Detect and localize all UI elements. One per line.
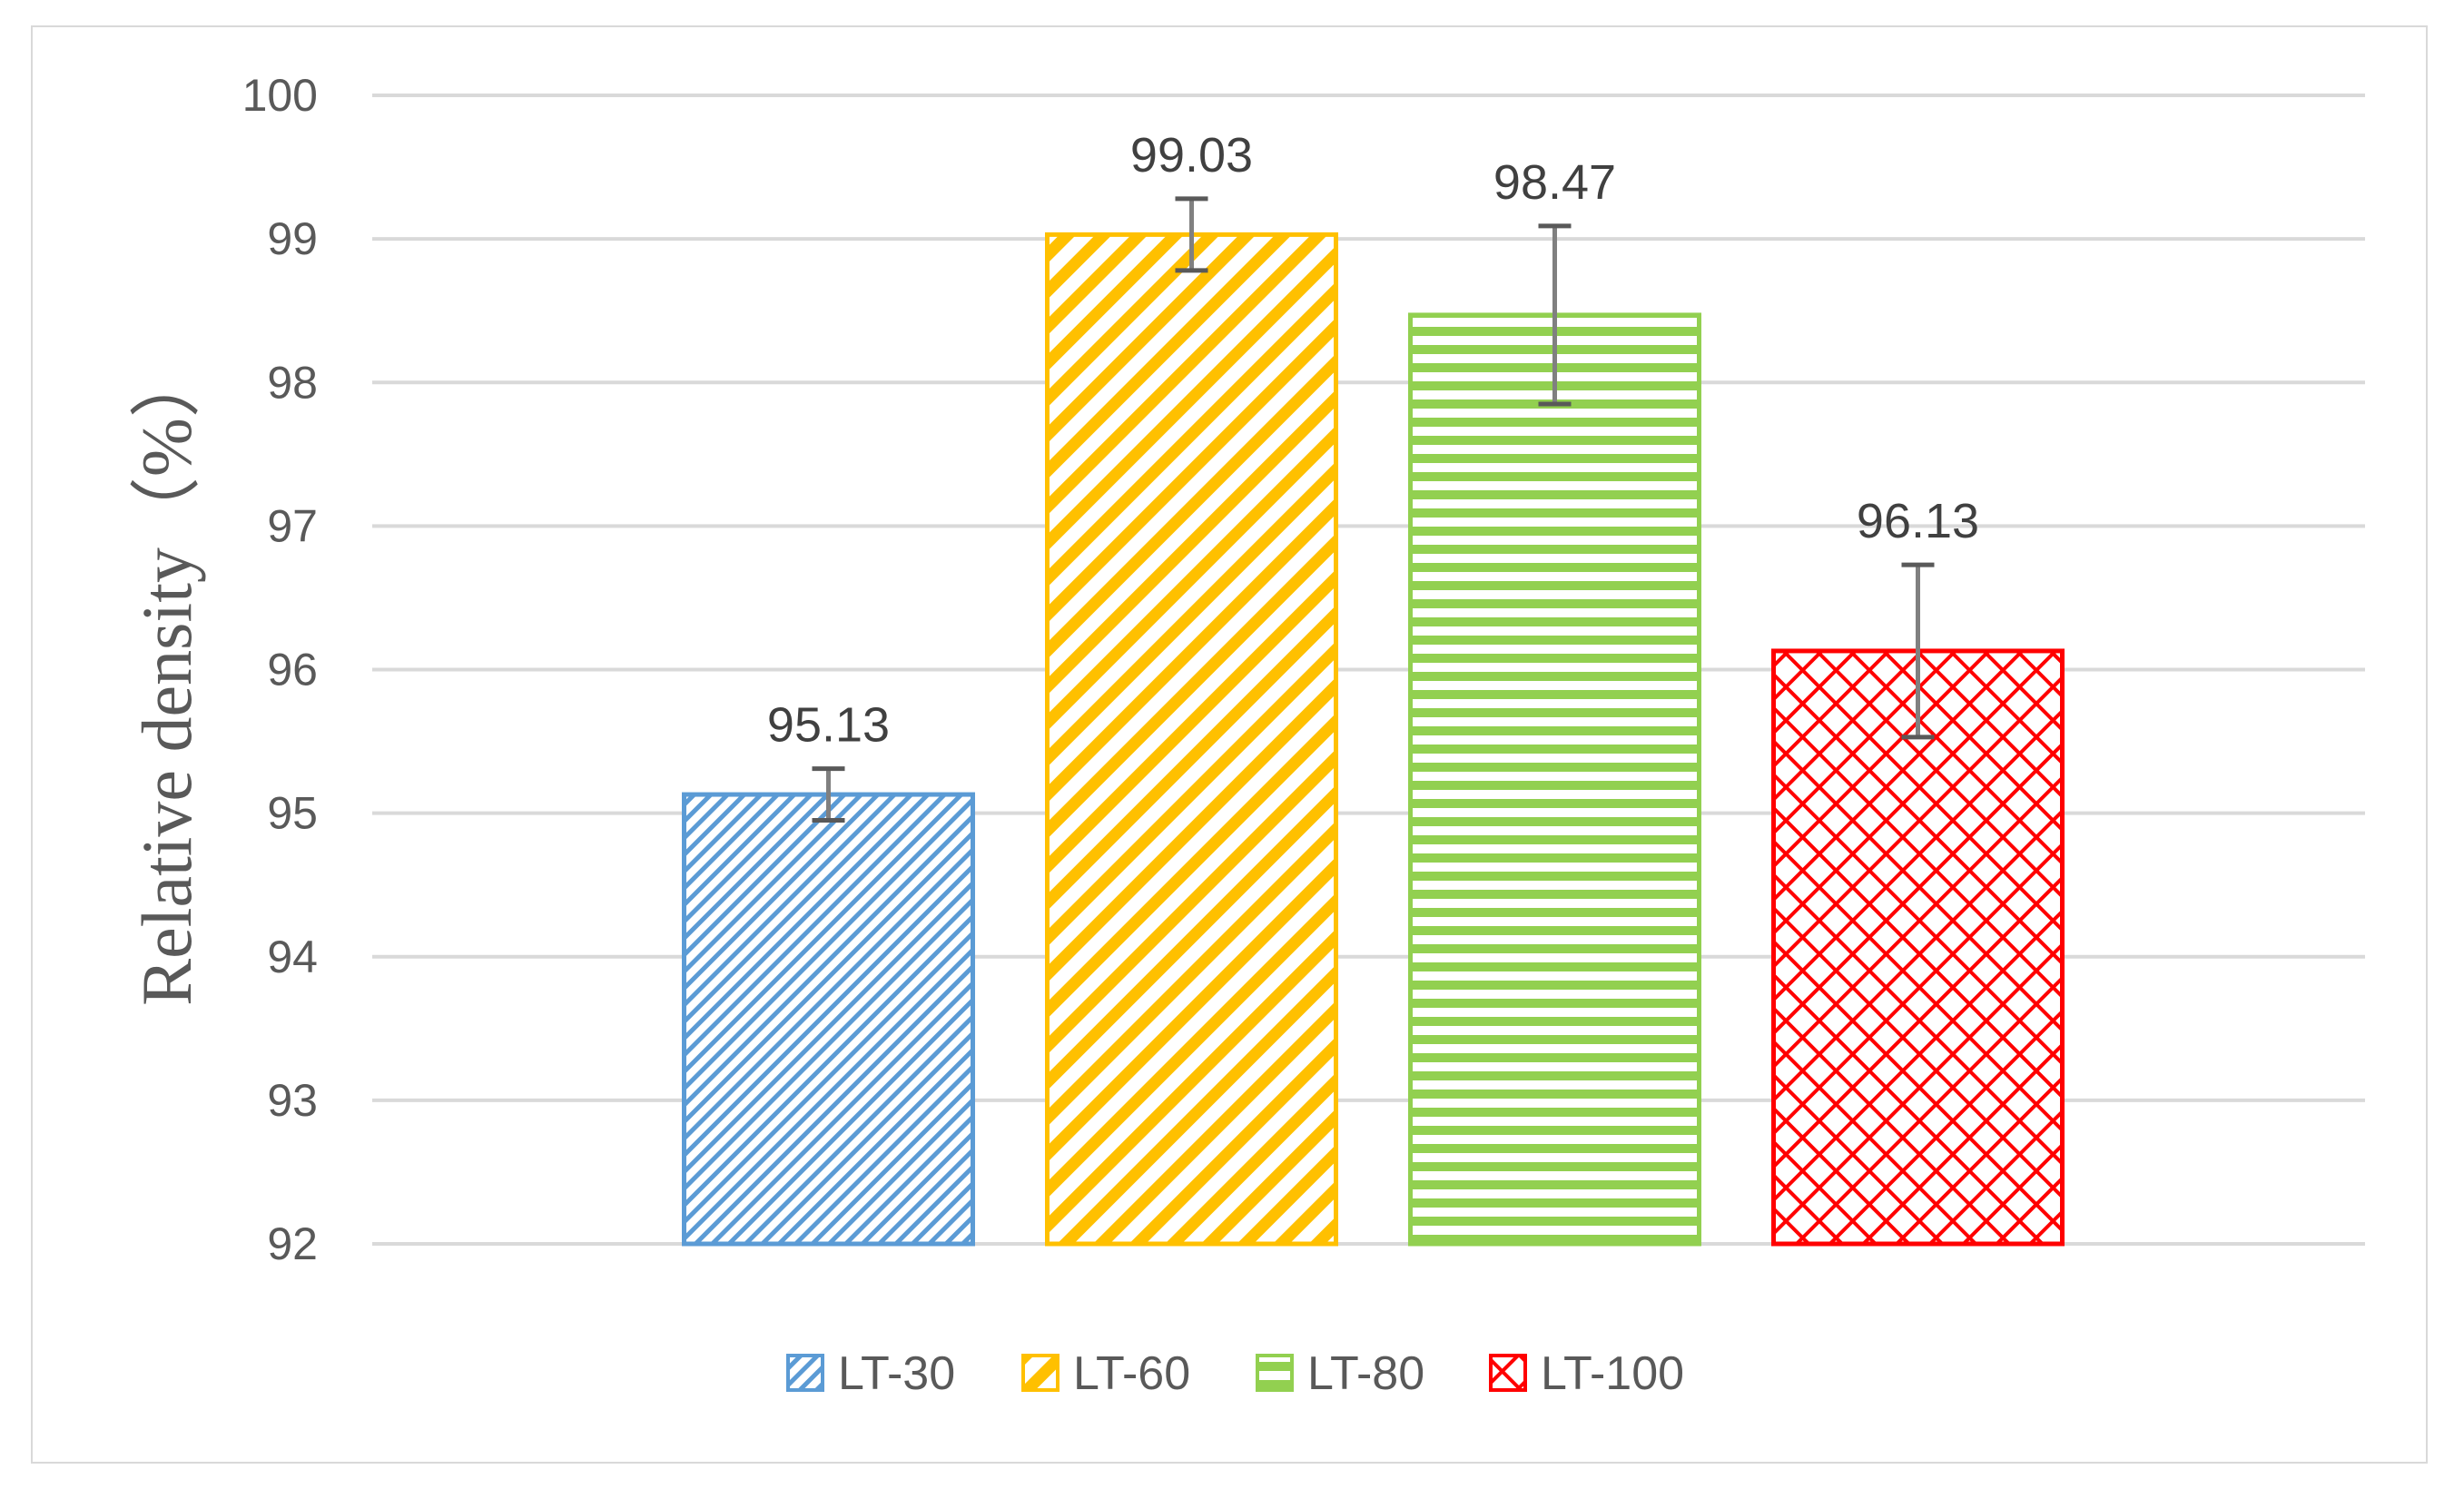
y-axis-title: Relative density（%）	[127, 347, 206, 1006]
data-labels: 95.13 99.03 98.47 96.13	[767, 128, 1979, 753]
y-tick-label-95: 95	[267, 788, 318, 839]
legend-label-lt-80: LT-80	[1307, 1347, 1424, 1400]
error-bar-lt-30	[812, 766, 845, 823]
legend-swatch-lt-30	[786, 1354, 824, 1392]
y-tick-label-97: 97	[267, 500, 318, 551]
y-tick-labels: 92 93 94 95 96 97 98 99 100	[242, 70, 318, 1269]
y-axis-title-group: Relative density（%）	[127, 347, 206, 1006]
y-tick-label-93: 93	[267, 1075, 318, 1126]
y-tick-label-92: 92	[267, 1218, 318, 1269]
y-tick-label-94: 94	[267, 932, 318, 982]
bar-lt-30	[682, 792, 975, 1247]
error-bars	[812, 196, 1935, 823]
legend-swatch-lt-80	[1256, 1354, 1294, 1392]
legend-label-lt-30: LT-30	[838, 1347, 955, 1400]
legend-swatch-lt-60	[1021, 1354, 1060, 1392]
gridlines	[372, 94, 2365, 1246]
legend-item-lt-30: LT-30	[786, 1347, 955, 1400]
data-label-lt-30: 95.13	[767, 698, 890, 753]
legend-label-lt-60: LT-60	[1073, 1347, 1190, 1400]
error-bar-lt-80	[1538, 223, 1572, 407]
y-tick-label-96: 96	[267, 645, 318, 695]
legend-item-lt-80: LT-80	[1256, 1347, 1424, 1400]
bars	[682, 232, 2065, 1247]
bar-lt-100	[1771, 648, 2065, 1247]
legend-item-lt-60: LT-60	[1021, 1347, 1190, 1400]
y-tick-label-98: 98	[267, 357, 318, 408]
data-label-lt-100: 96.13	[1857, 494, 1979, 548]
data-label-lt-60: 99.03	[1130, 128, 1253, 182]
bar-lt-60	[1045, 232, 1338, 1247]
legend-item-lt-100: LT-100	[1489, 1347, 1684, 1400]
y-tick-label-99: 99	[267, 213, 318, 264]
bar-lt-80	[1408, 312, 1701, 1247]
error-bar-lt-60	[1175, 196, 1208, 273]
data-label-lt-80: 98.47	[1493, 155, 1616, 210]
y-tick-label-100: 100	[242, 70, 318, 121]
legend-swatch-lt-100	[1489, 1354, 1527, 1392]
error-bar-lt-100	[1901, 562, 1935, 740]
legend: LT-30 LT-60 LT-80 LT-100	[786, 1347, 1684, 1400]
legend-label-lt-100: LT-100	[1541, 1347, 1684, 1400]
